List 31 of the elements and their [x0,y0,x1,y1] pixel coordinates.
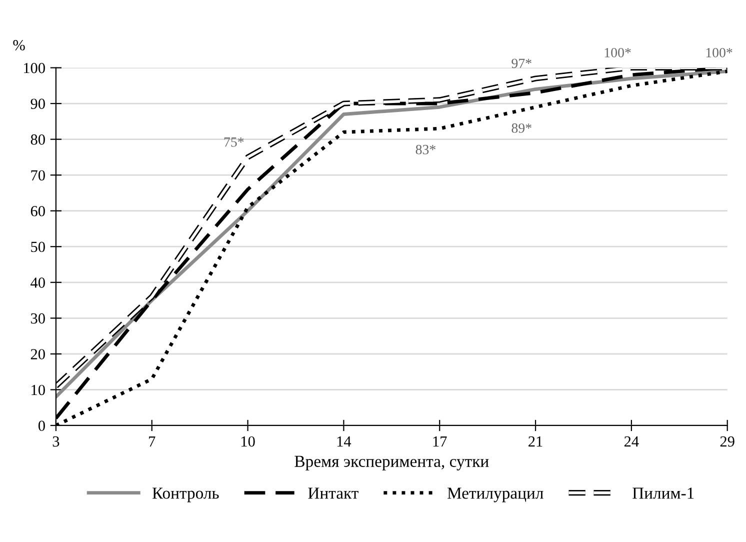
y-tick-label: 50 [31,242,45,252]
annotation: 100* [706,48,732,58]
x-tick-label: 14 [337,436,352,446]
annotation: 75* [224,138,244,147]
y-tick-label: 0 [38,420,45,431]
x-tick-label: 17 [433,436,447,446]
x-axis-title: Время эксперимента, сутки [294,456,489,470]
y-tick-label: 20 [30,349,45,360]
x-tick-label: 24 [624,436,639,446]
x-tick-label: 21 [528,436,542,446]
annotation: 97* [512,58,532,68]
legend-label: Интакт [308,488,358,499]
annotation: 100* [604,48,631,58]
y-tick-label: 100 [24,62,45,74]
y-tick-label: 90 [30,98,45,109]
legend-label: Пилим-1 [632,488,694,499]
x-tick-label: 3 [52,436,60,447]
y-tick-label: 70 [31,170,45,181]
y-tick-label: 60 [30,206,45,216]
legend-label: Метилурацил [447,488,544,502]
annotation: 89* [512,123,532,133]
annotation: 83* [416,144,436,154]
y-tick-label: 30 [30,313,45,324]
legend-label: Контроль [152,488,219,502]
y-axis-title: % [13,40,25,50]
x-tick-label: 29 [720,436,734,447]
x-tick-label: 7 [149,436,156,446]
y-tick-label: 40 [30,278,45,288]
x-tick-label: 10 [241,436,255,447]
y-tick-label: 80 [30,134,45,145]
y-tick-label: 10 [32,384,45,396]
